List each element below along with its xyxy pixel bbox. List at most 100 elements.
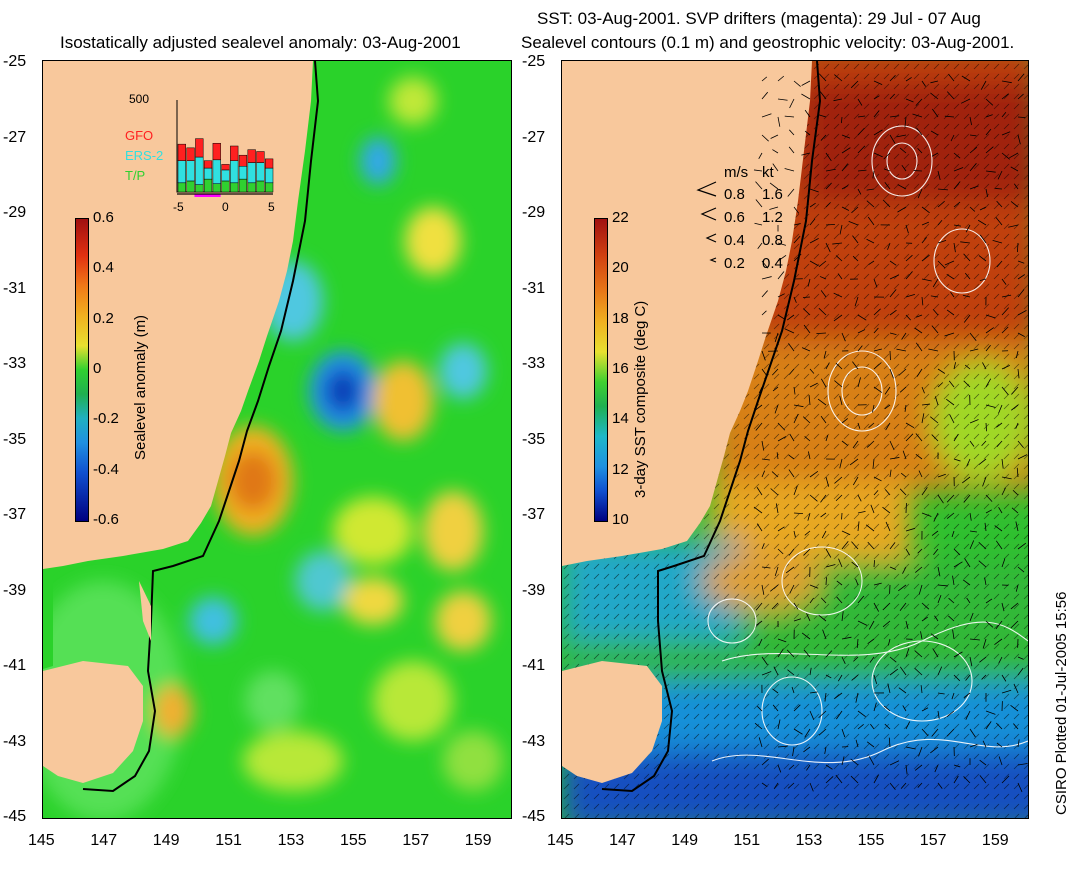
velocity-arrow xyxy=(803,548,811,556)
velocity-arrow xyxy=(969,743,978,748)
velocity-arrow xyxy=(979,206,987,211)
velocity-arrow xyxy=(917,148,923,154)
velocity-arrow xyxy=(849,458,859,466)
right-lat-tick: -33 xyxy=(522,355,546,372)
velocity-arrow xyxy=(802,308,811,316)
histogram-bar-gfo xyxy=(195,138,204,158)
velocity-arrow xyxy=(969,163,977,172)
velocity-arrow xyxy=(921,728,929,737)
velocity-arrow xyxy=(772,386,779,392)
right-lat-tick: -27 xyxy=(522,128,546,146)
velocity-arrow xyxy=(809,782,814,792)
velocity-arrow xyxy=(761,782,768,787)
velocity-arrow xyxy=(1001,775,1010,784)
velocity-key-header-kt: kt xyxy=(762,164,774,181)
velocity-arrow xyxy=(905,620,909,629)
velocity-arrow xyxy=(982,740,987,748)
velocity-arrow xyxy=(857,494,862,502)
velocity-arrow xyxy=(985,598,993,604)
velocity-arrow xyxy=(848,221,859,226)
right-panel-title-line2: Sealevel contours (0.1 m) and geostrophi… xyxy=(521,33,1015,52)
velocity-arrow xyxy=(985,378,992,388)
histogram-bar-tp xyxy=(221,180,230,193)
velocity-arrow xyxy=(953,651,963,658)
histogram-bar-gfo xyxy=(238,154,248,167)
velocity-arrow xyxy=(889,134,896,144)
velocity-arrow xyxy=(824,746,827,755)
velocity-arrow xyxy=(912,113,923,118)
velocity-arrow xyxy=(835,255,843,262)
velocity-arrow xyxy=(758,737,763,748)
velocity-key-row-4-ms: 0.2 xyxy=(724,255,745,272)
velocity-arrow xyxy=(937,382,944,388)
velocity-arrow xyxy=(1001,386,1009,395)
velocity-arrow xyxy=(841,163,849,172)
velocity-arrow xyxy=(803,746,811,753)
velocity-arrow xyxy=(818,73,827,82)
right-lat-tick: -41 xyxy=(522,657,546,674)
velocity-arrow xyxy=(838,558,843,568)
velocity-arrow xyxy=(905,254,913,262)
velocity-arrow xyxy=(809,494,818,502)
velocity-arrow xyxy=(914,668,923,676)
velocity-arrow xyxy=(948,380,955,388)
sst-colorbar-tick: 14 xyxy=(612,410,629,428)
velocity-arrow xyxy=(949,414,955,424)
plot-credit: CSIRO Plotted 01-Jul-2005 15:56 xyxy=(1053,591,1070,815)
velocity-arrow xyxy=(915,566,923,573)
velocity-arrow xyxy=(921,707,929,712)
velocity-arrow xyxy=(937,200,945,208)
velocity-arrow xyxy=(960,241,971,244)
velocity-arrow xyxy=(969,512,972,521)
velocity-arrow xyxy=(885,521,891,532)
velocity-arrow xyxy=(841,756,845,766)
velocity-arrow xyxy=(873,602,879,612)
velocity-key-row-3-ms: 0.4 xyxy=(724,232,745,249)
velocity-arrow xyxy=(1001,131,1011,136)
velocity-arrow xyxy=(921,206,930,214)
velocity-arrow xyxy=(998,656,1003,664)
velocity-arrow xyxy=(773,782,779,789)
velocity-arrow xyxy=(969,185,979,190)
velocity-arrow xyxy=(1001,558,1006,568)
velocity-arrow xyxy=(995,217,1003,226)
velocity-arrow xyxy=(937,566,941,577)
velocity-arrow xyxy=(979,759,987,766)
velocity-arrow xyxy=(951,530,955,538)
velocity-arrow xyxy=(905,422,915,429)
velocity-arrow xyxy=(898,687,907,694)
velocity-arrow xyxy=(873,490,879,496)
velocity-arrow xyxy=(868,756,875,766)
histogram-bar-ers xyxy=(247,162,256,184)
land-mass xyxy=(562,61,812,783)
velocity-arrow xyxy=(969,134,977,137)
velocity-arrow xyxy=(896,348,907,352)
velocity-arrow xyxy=(820,415,827,424)
velocity-arrow xyxy=(996,200,1003,208)
velocity-arrow xyxy=(833,292,843,298)
histogram-bar-gfo xyxy=(256,151,265,163)
velocity-arrow xyxy=(818,307,827,316)
velocity-arrow xyxy=(962,294,971,298)
velocity-arrow xyxy=(788,548,795,556)
velocity-arrow xyxy=(868,422,875,429)
velocity-arrow xyxy=(1009,152,1019,159)
velocity-arrow xyxy=(889,668,899,676)
velocity-arrow xyxy=(757,242,763,249)
velocity-arrow xyxy=(1017,782,1023,793)
velocity-arrow xyxy=(966,458,971,467)
velocity-arrow xyxy=(873,362,882,370)
velocity-arrow xyxy=(804,530,811,536)
velocity-arrow xyxy=(755,181,763,190)
velocity-arrow xyxy=(761,584,765,595)
velocity-arrow xyxy=(985,422,987,432)
velocity-arrow xyxy=(933,548,939,555)
velocity-arrow xyxy=(1010,704,1019,712)
velocity-arrow xyxy=(917,782,923,788)
velocity-arrow xyxy=(995,188,1003,190)
velocity-arrow xyxy=(1008,224,1019,228)
velocity-arrow xyxy=(952,629,955,640)
velocity-arrow xyxy=(869,656,875,663)
right-lon-tick: 153 xyxy=(795,832,823,849)
velocity-arrow xyxy=(873,327,879,334)
